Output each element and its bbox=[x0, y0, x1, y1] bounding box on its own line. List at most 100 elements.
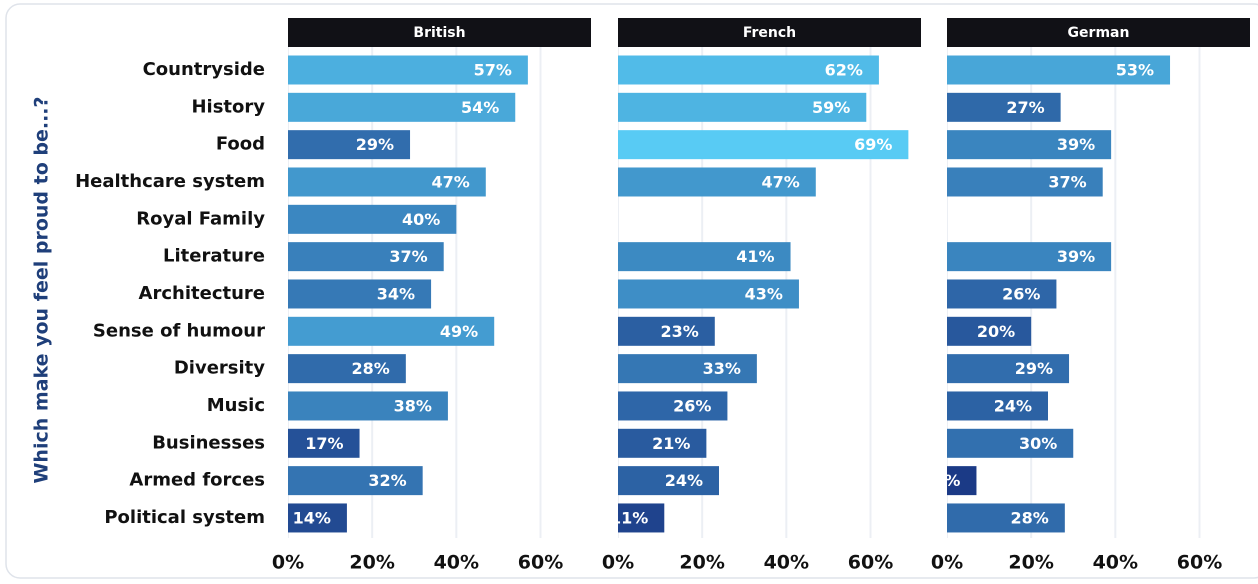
bar bbox=[947, 428, 1074, 458]
x-tick-label: 60% bbox=[518, 552, 563, 574]
value-label: 43% bbox=[745, 284, 783, 303]
bar bbox=[618, 55, 879, 85]
category-label: Food bbox=[216, 134, 265, 155]
bar bbox=[947, 354, 1070, 384]
value-label: 26% bbox=[673, 396, 711, 415]
bar bbox=[947, 130, 1112, 160]
value-label: 33% bbox=[703, 359, 741, 378]
value-label: 59% bbox=[812, 98, 850, 117]
bar bbox=[947, 466, 977, 496]
bar bbox=[288, 130, 411, 160]
bar bbox=[288, 204, 457, 234]
value-label: 21% bbox=[652, 434, 690, 453]
x-tick-label: 20% bbox=[349, 552, 394, 574]
value-label: 28% bbox=[1011, 508, 1049, 527]
value-label: 24% bbox=[665, 471, 703, 490]
category-label: Music bbox=[207, 395, 265, 416]
value-label: 29% bbox=[1015, 359, 1053, 378]
bar bbox=[618, 391, 728, 421]
bar bbox=[618, 242, 791, 272]
bar bbox=[288, 391, 448, 421]
bar bbox=[288, 242, 444, 272]
panel-title: British bbox=[413, 25, 465, 41]
x-tick-label: 0% bbox=[931, 552, 963, 574]
category-label: Political system bbox=[104, 507, 265, 528]
x-tick-label: 40% bbox=[764, 552, 809, 574]
value-label: 69% bbox=[854, 135, 892, 154]
value-label: 57% bbox=[474, 61, 512, 80]
value-label: 27% bbox=[1006, 98, 1044, 117]
bar bbox=[288, 316, 495, 346]
bar bbox=[618, 316, 715, 346]
value-label: 20% bbox=[977, 322, 1015, 341]
value-label: 49% bbox=[440, 322, 478, 341]
value-label: 32% bbox=[368, 471, 406, 490]
panel: 53% 27% 39% 37% 39% 26% 20%29% 24% 30% 7% 28% bbox=[933, 47, 1201, 538]
bar bbox=[618, 354, 757, 384]
bar bbox=[288, 279, 432, 309]
category-label: History bbox=[191, 96, 265, 117]
y-axis-label: Which make you feel proud to be...? bbox=[31, 96, 53, 483]
bar bbox=[947, 92, 1061, 122]
bar bbox=[618, 92, 867, 122]
value-label: 28% bbox=[352, 359, 390, 378]
x-tick-label: 0% bbox=[602, 552, 634, 574]
category-label: Royal Family bbox=[136, 208, 265, 229]
bar bbox=[288, 466, 423, 496]
value-label: 39% bbox=[1057, 247, 1095, 266]
value-label: 39% bbox=[1057, 135, 1095, 154]
x-tick-label: 40% bbox=[434, 552, 479, 574]
category-label: Literature bbox=[163, 246, 265, 267]
bar bbox=[618, 466, 719, 496]
bar bbox=[618, 503, 665, 533]
bar bbox=[618, 130, 909, 160]
category-label: Healthcare system bbox=[75, 171, 265, 192]
bar bbox=[618, 428, 707, 458]
value-label: 37% bbox=[389, 247, 427, 266]
bar bbox=[618, 167, 816, 197]
bar bbox=[288, 428, 360, 458]
value-label: 24% bbox=[994, 396, 1032, 415]
bar bbox=[947, 279, 1057, 309]
panel-title: French bbox=[743, 25, 796, 41]
value-label: 29% bbox=[356, 135, 394, 154]
category-label: Sense of humour bbox=[93, 320, 265, 341]
value-label: 26% bbox=[1002, 284, 1040, 303]
value-label: 7% bbox=[933, 471, 960, 490]
value-label: 41% bbox=[736, 247, 774, 266]
bar bbox=[947, 167, 1103, 197]
bar bbox=[947, 55, 1171, 85]
panel-header bbox=[618, 18, 921, 47]
category-label: Armed forces bbox=[129, 470, 265, 491]
x-tick-label: 20% bbox=[1008, 552, 1053, 574]
bar bbox=[618, 279, 799, 309]
bar bbox=[947, 391, 1048, 421]
category-label: Architecture bbox=[139, 283, 265, 304]
bar bbox=[288, 92, 516, 122]
panel: 57% 54% 29% 47% 40% 37% 34% 49% 28%38% 17% 32% 14% bbox=[288, 47, 542, 538]
x-tick-label: 40% bbox=[1093, 552, 1138, 574]
value-label: 47% bbox=[431, 172, 469, 191]
x-tick-label: 20% bbox=[679, 552, 724, 574]
value-label: 54% bbox=[461, 98, 499, 117]
x-tick-label: 60% bbox=[1177, 552, 1222, 574]
category-label: Diversity bbox=[174, 358, 265, 379]
category-label: Countryside bbox=[143, 59, 265, 80]
bar bbox=[288, 55, 528, 85]
category-label: Businesses bbox=[152, 432, 265, 453]
value-label: 40% bbox=[402, 210, 440, 229]
panel-title: German bbox=[1068, 25, 1130, 41]
bar bbox=[288, 167, 486, 197]
panel-header bbox=[288, 18, 591, 47]
panel-header bbox=[947, 18, 1250, 47]
value-label: 23% bbox=[660, 322, 698, 341]
value-label: 30% bbox=[1019, 434, 1057, 453]
bar bbox=[288, 503, 347, 533]
value-label: 17% bbox=[305, 434, 343, 453]
x-tick-label: 60% bbox=[848, 552, 893, 574]
value-label: 11% bbox=[610, 508, 648, 527]
value-label: 62% bbox=[825, 61, 863, 80]
value-label: 34% bbox=[377, 284, 415, 303]
bar bbox=[947, 242, 1112, 272]
bar bbox=[947, 503, 1065, 533]
